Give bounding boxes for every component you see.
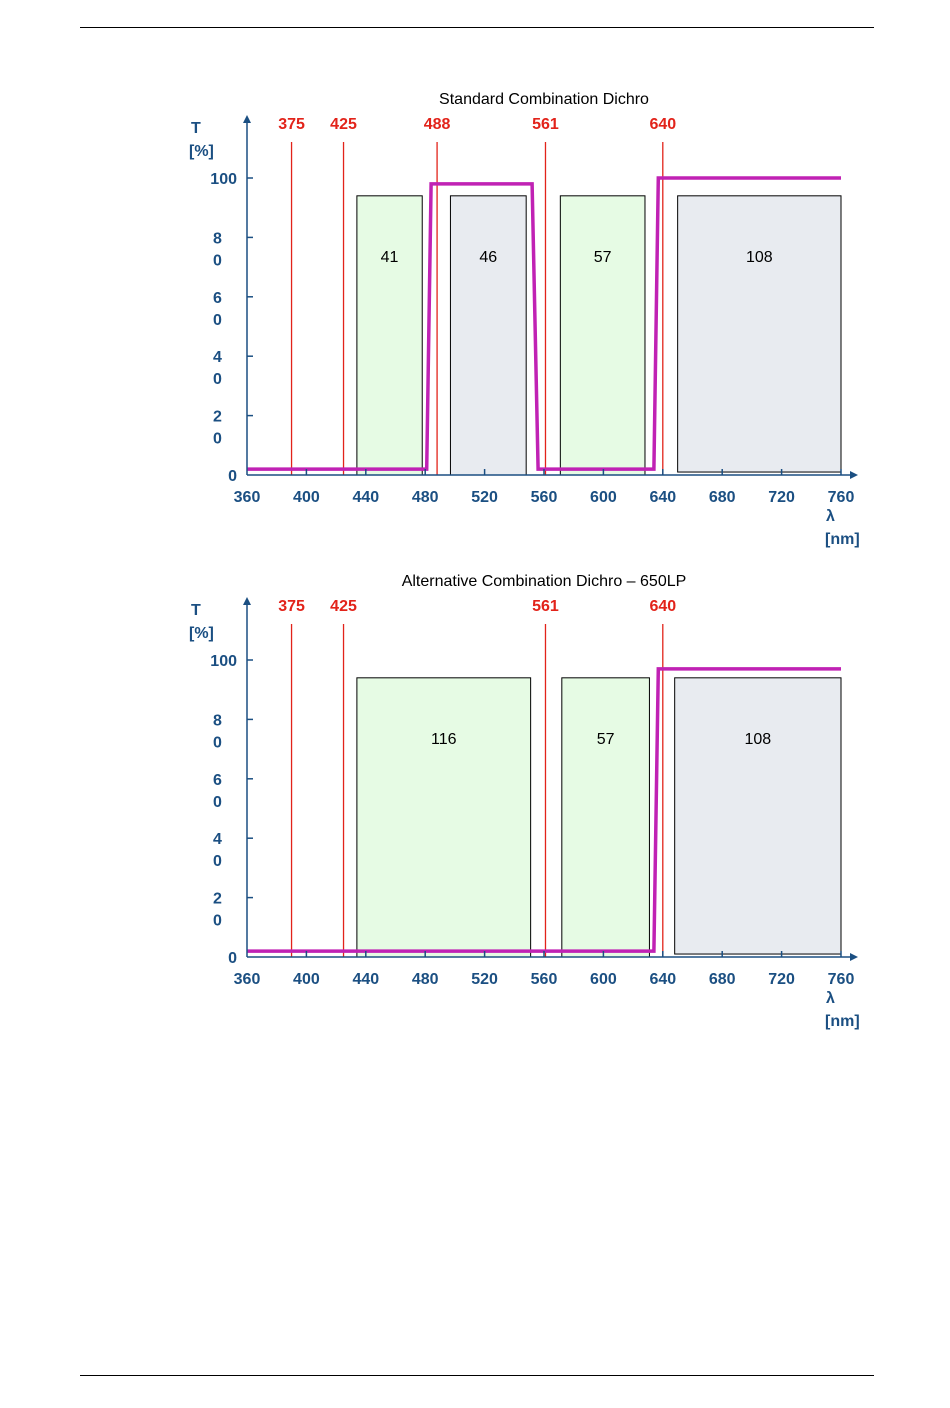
filter-box-label: 57 — [594, 249, 612, 266]
filter-box-label: 116 — [431, 731, 457, 748]
filter-box-rect — [674, 677, 842, 955]
y-tick-label-part: 0 — [213, 794, 222, 811]
laser-label-640: 640 — [649, 116, 676, 133]
header-rule — [80, 27, 874, 28]
x-tick-label: 480 — [412, 971, 439, 988]
y-tick-label: 0 — [228, 468, 237, 485]
chart-title: Alternative Combination Dichro – 650LP — [402, 573, 687, 590]
filter-box-rect — [677, 195, 842, 473]
filter-box-46: 46 — [449, 195, 527, 476]
filter-box-57: 57 — [559, 195, 646, 476]
x-tick-label: 760 — [828, 489, 855, 506]
x-tick-label: 440 — [352, 971, 379, 988]
y-tick-label-part: 6 — [213, 772, 222, 789]
laser-label-425: 425 — [330, 116, 357, 133]
y-tick-label-part: 8 — [213, 712, 222, 729]
x-tick-label: 600 — [590, 971, 617, 988]
x-axis-unit: [nm] — [825, 1013, 860, 1030]
chart-title: Standard Combination Dichro — [439, 91, 649, 108]
x-tick-label: 680 — [709, 489, 736, 506]
filter-box-57: 57 — [561, 677, 650, 958]
filter-box-41: 41 — [356, 195, 423, 476]
x-tick-label: 680 — [709, 971, 736, 988]
laser-label-640: 640 — [649, 598, 676, 615]
x-tick-label: 760 — [828, 971, 855, 988]
x-tick-label: 600 — [590, 489, 617, 506]
laser-label-375: 375 — [278, 598, 305, 615]
x-axis-arrow — [850, 953, 858, 961]
laser-label-488: 488 — [424, 116, 451, 133]
y-tick-label-part: 2 — [213, 891, 222, 908]
filter-box-108: 108 — [674, 677, 842, 955]
y-axis-arrow — [243, 115, 251, 123]
y-tick-label-part: 4 — [213, 349, 222, 366]
y-tick-label: 100 — [210, 653, 237, 670]
laser-label-561: 561 — [532, 116, 559, 133]
x-axis-unit: [nm] — [825, 531, 860, 548]
y-tick-label-part: 0 — [213, 312, 222, 329]
filter-box-rect — [559, 195, 646, 476]
filter-box-label: 108 — [744, 731, 771, 748]
y-axis-label: T — [191, 120, 201, 137]
x-tick-label: 520 — [471, 971, 498, 988]
x-tick-label: 720 — [768, 489, 795, 506]
x-tick-label: 640 — [649, 971, 676, 988]
filter-box-rect — [356, 195, 423, 476]
x-tick-label: 400 — [293, 971, 320, 988]
y-axis-label: T — [191, 602, 201, 619]
filter-box-108: 108 — [677, 195, 842, 473]
x-axis-label: λ — [826, 508, 835, 525]
x-tick-label: 400 — [293, 489, 320, 506]
filter-box-label: 57 — [597, 731, 615, 748]
transmission-curve — [247, 176, 841, 471]
filter-box-label: 46 — [479, 249, 497, 266]
x-tick-label: 360 — [234, 489, 261, 506]
x-tick-label: 440 — [352, 489, 379, 506]
x-tick-label: 640 — [649, 489, 676, 506]
laser-label-375: 375 — [278, 116, 305, 133]
y-tick-label: 100 — [210, 171, 237, 188]
x-tick-label: 520 — [471, 489, 498, 506]
x-tick-label: 720 — [768, 971, 795, 988]
y-tick-label-part: 0 — [213, 252, 222, 269]
y-tick-label: 0 — [228, 950, 237, 967]
x-tick-label: 360 — [234, 971, 261, 988]
laser-label-425: 425 — [330, 598, 357, 615]
filter-box-116: 116 — [356, 677, 532, 958]
y-tick-label-part: 0 — [213, 853, 222, 870]
filter-box-rect — [449, 195, 527, 476]
y-tick-label-part: 6 — [213, 290, 222, 307]
filter-box-rect — [561, 677, 650, 958]
y-axis-unit: [%] — [189, 625, 214, 642]
x-axis-arrow — [850, 471, 858, 479]
x-axis-label: λ — [826, 990, 835, 1007]
laser-label-561: 561 — [532, 598, 559, 615]
y-tick-label-part: 0 — [213, 371, 222, 388]
filter-box-label: 108 — [746, 249, 773, 266]
y-tick-label-part: 0 — [213, 913, 222, 930]
x-tick-label: 560 — [531, 489, 558, 506]
x-tick-label: 480 — [412, 489, 439, 506]
filter-box-label: 41 — [381, 249, 399, 266]
y-tick-label-part: 2 — [213, 409, 222, 426]
x-tick-label: 560 — [531, 971, 558, 988]
y-tick-label-part: 8 — [213, 230, 222, 247]
footer-rule — [80, 1375, 874, 1376]
y-tick-label-part: 0 — [213, 734, 222, 751]
y-tick-label-part: 0 — [213, 431, 222, 448]
y-tick-label-part: 4 — [213, 831, 222, 848]
y-axis-unit: [%] — [189, 143, 214, 160]
y-axis-arrow — [243, 597, 251, 605]
filter-box-rect — [356, 677, 532, 958]
